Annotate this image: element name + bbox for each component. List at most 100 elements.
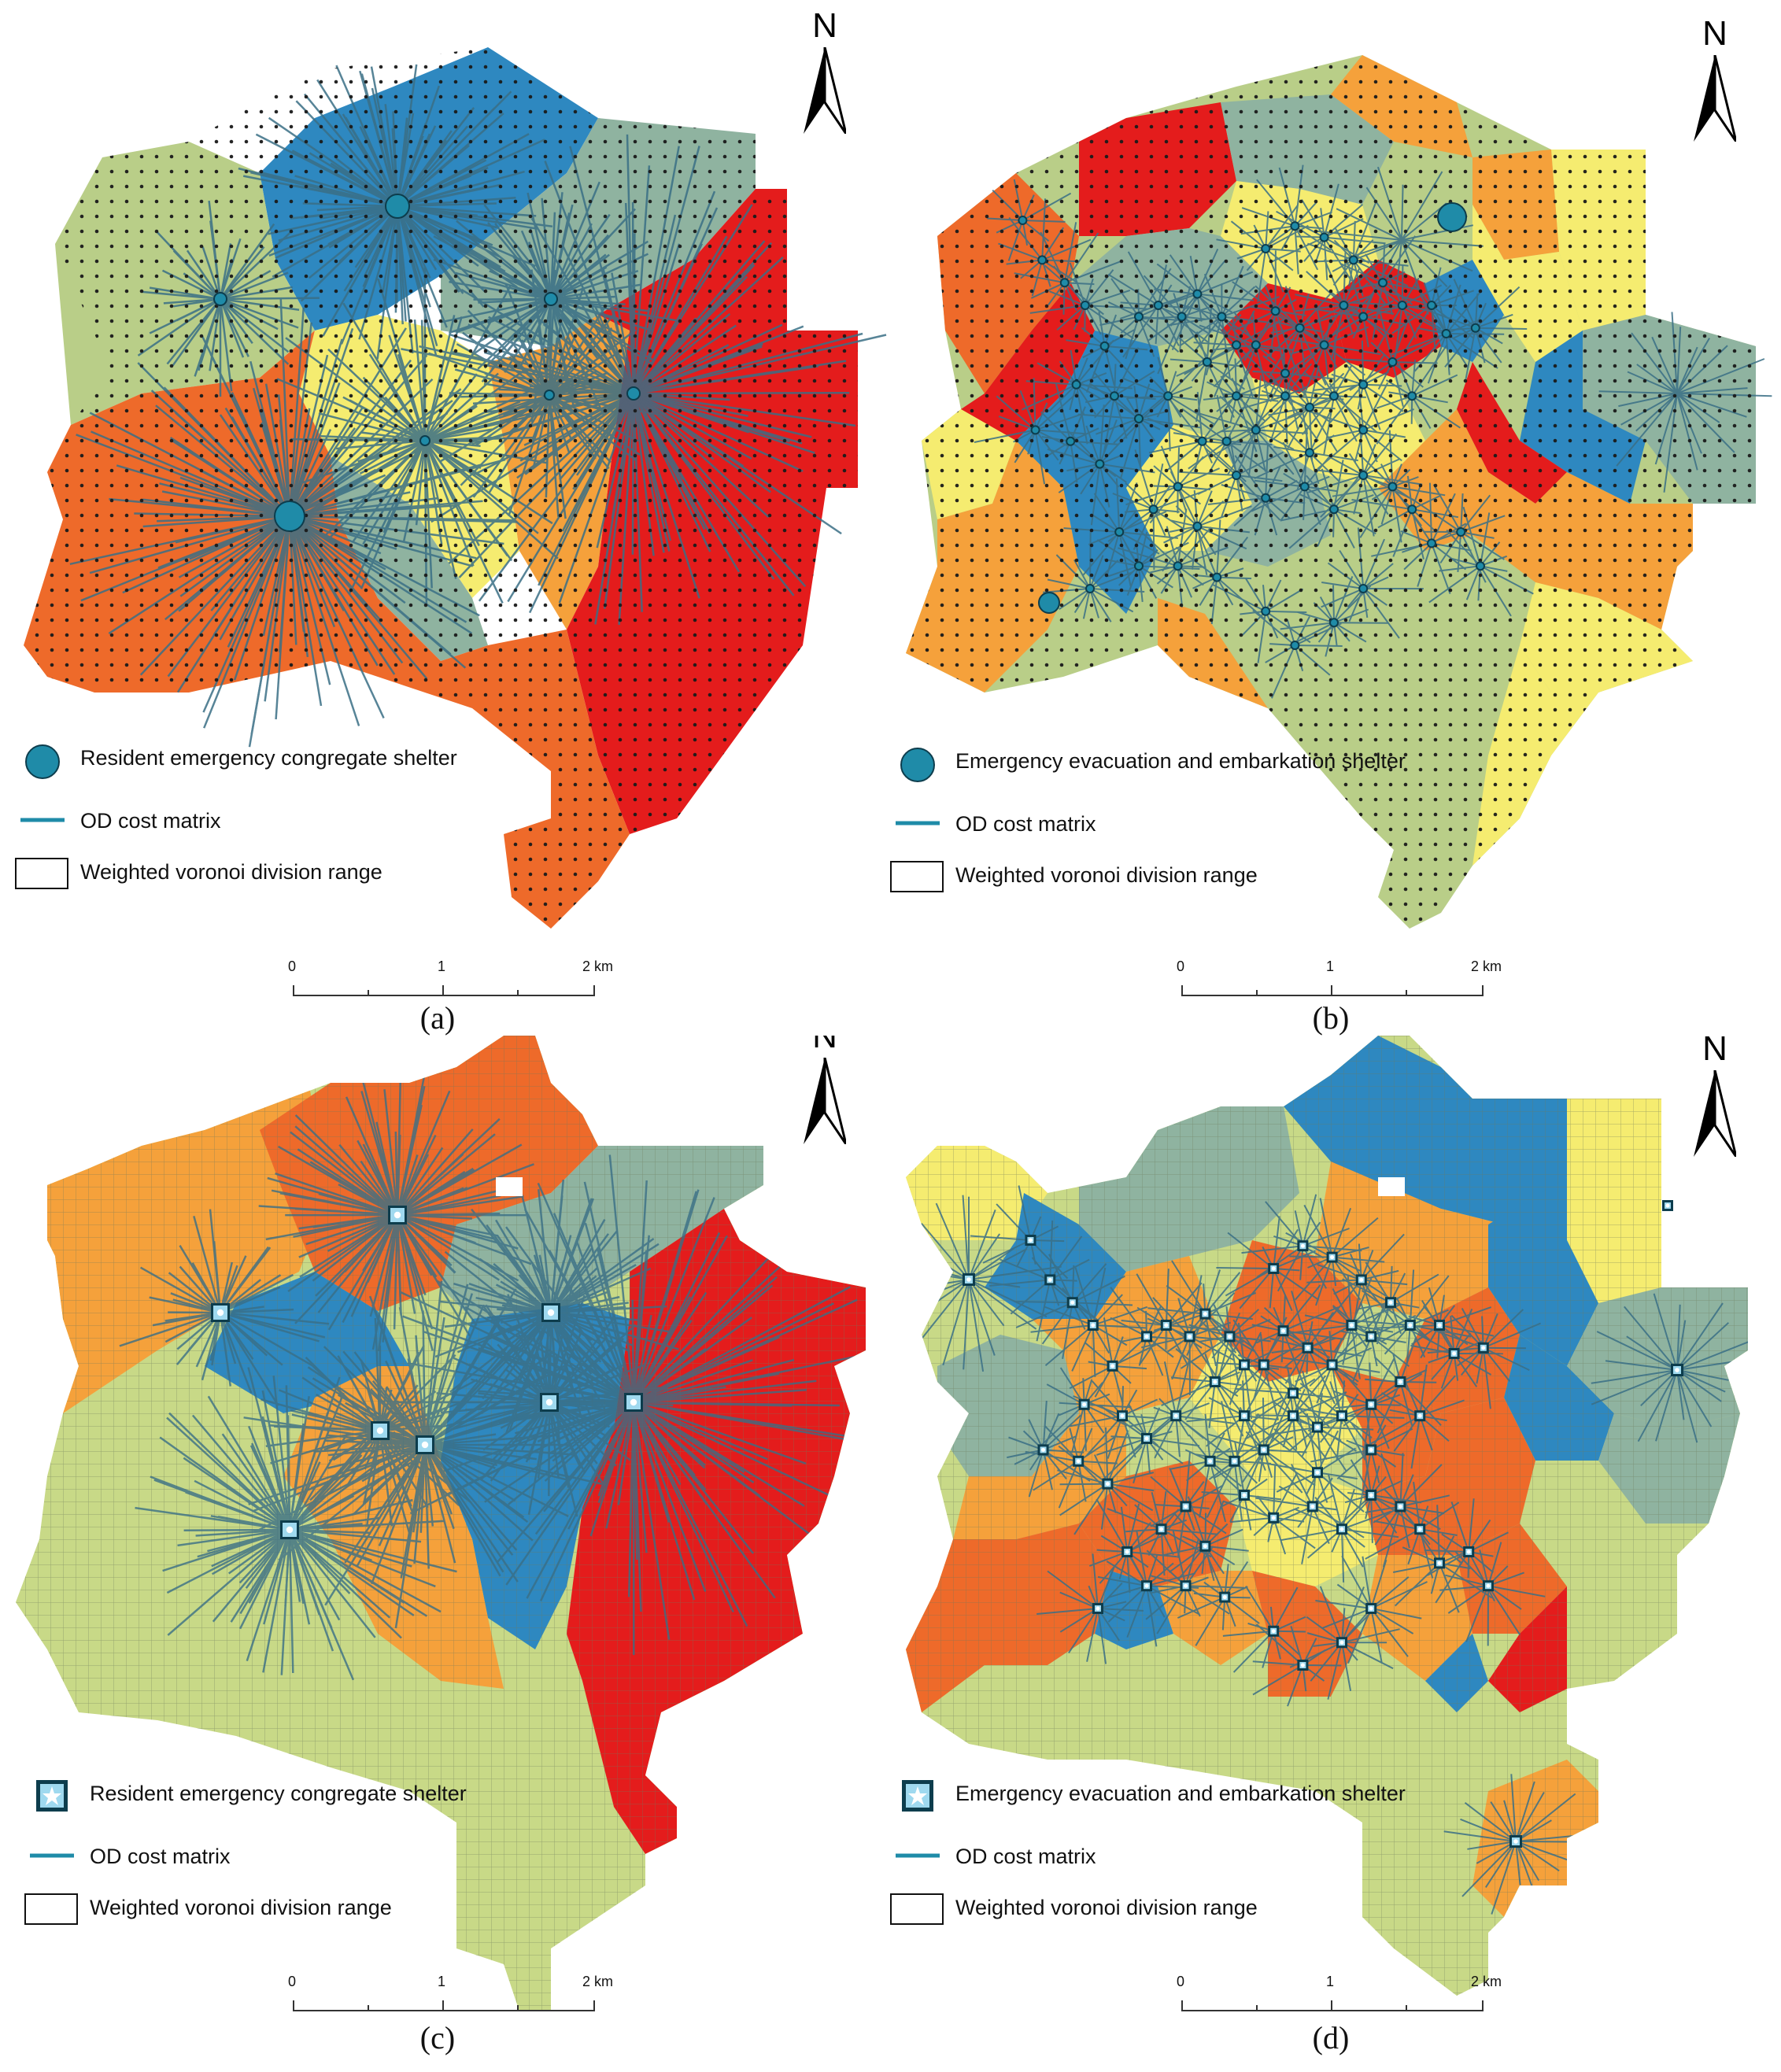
shelter-marker bbox=[1239, 1490, 1250, 1501]
od-line bbox=[1382, 1506, 1402, 1568]
od-line bbox=[1371, 1335, 1406, 1343]
od-line bbox=[1046, 1383, 1085, 1405]
od-line bbox=[211, 1528, 290, 1568]
od-line bbox=[549, 1338, 625, 1403]
od-line bbox=[1243, 1415, 1266, 1471]
od-line bbox=[633, 1402, 706, 1469]
od-line bbox=[633, 1286, 852, 1404]
shelter-marker bbox=[1365, 1444, 1377, 1456]
od-line bbox=[1120, 1506, 1129, 1553]
od-line bbox=[1152, 1297, 1191, 1338]
od-line bbox=[549, 1401, 634, 1416]
od-line bbox=[1229, 1335, 1271, 1343]
od-line bbox=[397, 1128, 474, 1216]
shelter-marker bbox=[1358, 379, 1369, 390]
od-line bbox=[275, 1173, 398, 1217]
od-line bbox=[424, 1443, 569, 1518]
od-line bbox=[210, 1515, 290, 1531]
shelter-marker bbox=[1295, 323, 1305, 333]
shelter-marker bbox=[1221, 436, 1232, 446]
od-line bbox=[149, 1296, 221, 1314]
od-line bbox=[1175, 1360, 1190, 1416]
od-line bbox=[1676, 1320, 1687, 1371]
od-line bbox=[633, 1401, 839, 1557]
od-line bbox=[289, 1529, 376, 1638]
north-arrow-icon bbox=[1694, 55, 1736, 142]
od-line bbox=[1146, 1336, 1164, 1376]
od-line bbox=[1084, 1403, 1132, 1409]
legend-range-label: Weighted voronoi division range bbox=[90, 1896, 392, 1919]
od-line bbox=[549, 1387, 668, 1404]
od-line bbox=[1176, 1415, 1236, 1424]
od-line bbox=[301, 1376, 381, 1432]
od-line bbox=[1341, 1489, 1355, 1530]
od-line bbox=[633, 1302, 834, 1404]
od-line bbox=[1295, 1364, 1333, 1383]
od-line bbox=[219, 1312, 253, 1394]
od-line bbox=[1432, 1329, 1484, 1349]
od-line bbox=[504, 1226, 635, 1403]
od-line bbox=[1676, 1322, 1729, 1371]
north-arrow-icon bbox=[1694, 1070, 1736, 1157]
od-line bbox=[1483, 1346, 1526, 1350]
od-line bbox=[1243, 1372, 1269, 1416]
shelter-marker bbox=[1302, 1342, 1314, 1354]
od-line bbox=[294, 1125, 398, 1216]
od-line bbox=[287, 1213, 398, 1293]
line-icon bbox=[896, 821, 940, 825]
od-line bbox=[1307, 1346, 1362, 1357]
od-line bbox=[424, 1373, 547, 1446]
shelter-marker bbox=[211, 1303, 230, 1322]
od-line bbox=[1236, 1388, 1294, 1394]
od-line bbox=[1371, 1608, 1422, 1620]
od-line bbox=[1273, 1428, 1318, 1473]
od-line bbox=[1419, 1364, 1428, 1416]
od-line bbox=[1409, 1269, 1415, 1326]
north-arrow-icon bbox=[804, 47, 846, 134]
scale-tick-1: 1 bbox=[1326, 958, 1335, 974]
od-line bbox=[1311, 1324, 1352, 1347]
scale-tick-2: 2 km bbox=[582, 1974, 614, 1989]
od-line bbox=[280, 1529, 291, 1675]
od-line bbox=[1510, 1774, 1517, 1842]
od-line bbox=[424, 1443, 516, 1502]
shelter-marker bbox=[1071, 379, 1081, 390]
od-line bbox=[1185, 1484, 1224, 1508]
od-line bbox=[632, 1314, 652, 1403]
od-line bbox=[1332, 1364, 1380, 1373]
od-line bbox=[1370, 1357, 1395, 1405]
od-line bbox=[1072, 1263, 1107, 1303]
od-line bbox=[342, 1214, 399, 1324]
od-line bbox=[177, 1528, 290, 1547]
od-line bbox=[289, 1431, 396, 1531]
od-line bbox=[567, 1402, 635, 1530]
legend-shelter-label: Emergency evacuation and embarkation she… bbox=[955, 1782, 1406, 1805]
od-line bbox=[338, 1143, 398, 1216]
od-line bbox=[1033, 1460, 1079, 1491]
panel-caption: (b) bbox=[1312, 1000, 1350, 1036]
od-line bbox=[968, 1279, 1005, 1327]
od-line bbox=[212, 1241, 222, 1313]
od-line bbox=[1465, 1585, 1489, 1642]
hole bbox=[496, 1177, 523, 1196]
od-line bbox=[1252, 1365, 1265, 1401]
od-line bbox=[1350, 1459, 1373, 1496]
od-line bbox=[1177, 1506, 1187, 1558]
od-line bbox=[397, 1195, 501, 1217]
od-line bbox=[968, 1265, 1062, 1280]
od-line bbox=[1351, 1324, 1361, 1379]
od-line bbox=[1483, 1322, 1541, 1349]
od-line bbox=[963, 1279, 970, 1370]
shelter-marker bbox=[1173, 561, 1183, 571]
od-line bbox=[490, 1402, 551, 1482]
shelter-marker bbox=[1329, 618, 1339, 628]
od-line bbox=[1177, 1298, 1191, 1337]
od-line bbox=[220, 1247, 272, 1313]
shelter-marker bbox=[1087, 1320, 1099, 1331]
od-line bbox=[1439, 1585, 1489, 1591]
shelter-marker bbox=[540, 1393, 559, 1412]
od-line bbox=[1043, 1449, 1084, 1453]
scale-tick-1: 1 bbox=[1326, 1974, 1335, 1989]
od-line bbox=[1166, 1284, 1206, 1315]
od-line bbox=[316, 1394, 381, 1432]
